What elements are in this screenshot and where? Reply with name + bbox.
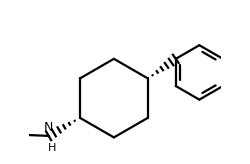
Text: H: H [48,143,56,153]
Text: N: N [44,121,53,134]
